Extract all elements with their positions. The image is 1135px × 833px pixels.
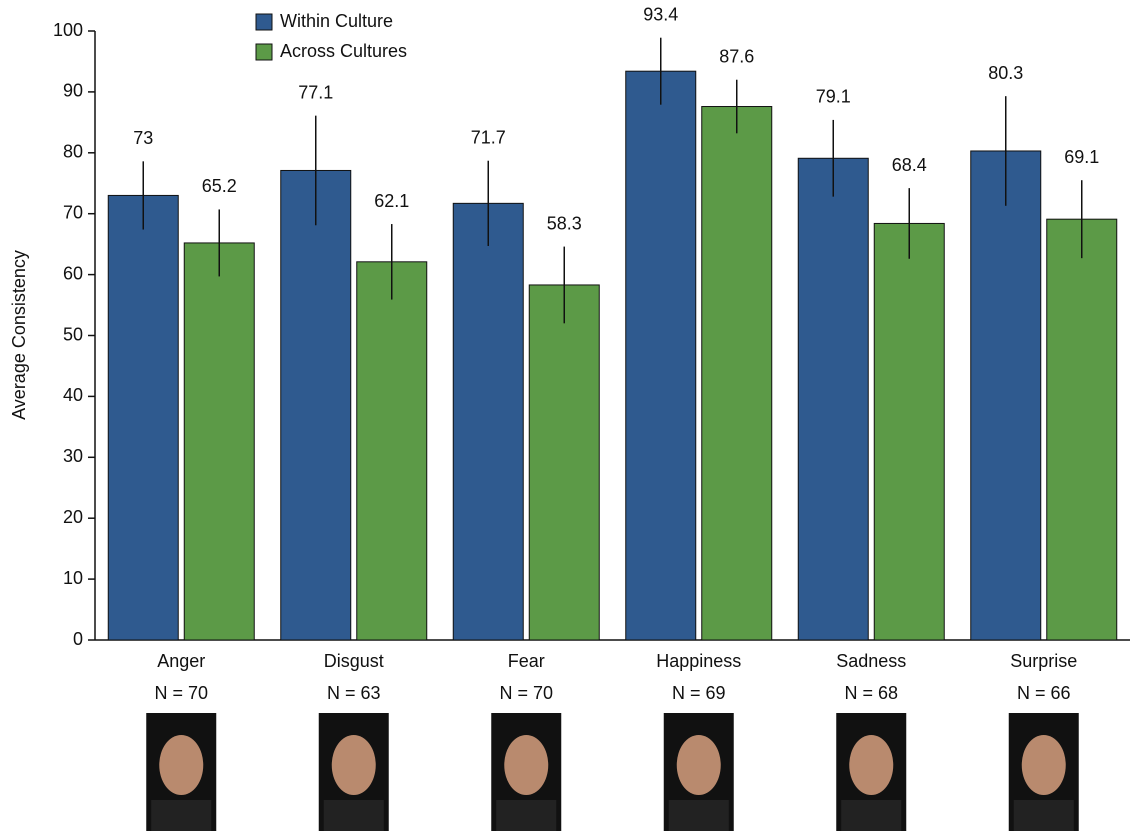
photo-face bbox=[331, 735, 376, 795]
face-photo bbox=[836, 713, 907, 831]
face-photo bbox=[146, 713, 217, 831]
y-tick-label: 40 bbox=[63, 385, 83, 405]
legend-label: Within Culture bbox=[280, 11, 393, 31]
face-photo bbox=[491, 713, 562, 831]
y-tick-label: 60 bbox=[63, 263, 83, 283]
bar bbox=[701, 106, 773, 641]
legend-swatch bbox=[255, 13, 273, 31]
photo-body bbox=[668, 800, 729, 831]
photo-body bbox=[151, 800, 212, 831]
value-label: 65.2 bbox=[202, 176, 237, 196]
value-label: 69.1 bbox=[1064, 147, 1099, 167]
sample-size-label: N = 70 bbox=[499, 683, 553, 703]
sample-size-label: N = 69 bbox=[672, 683, 726, 703]
bar bbox=[356, 261, 428, 641]
bar bbox=[625, 70, 697, 641]
bar bbox=[528, 284, 600, 641]
x-tick-label: Sadness bbox=[836, 651, 906, 671]
bar bbox=[1046, 218, 1118, 641]
value-label: 68.4 bbox=[892, 155, 927, 175]
photo-body bbox=[323, 800, 384, 831]
bar bbox=[797, 157, 869, 641]
photo-face bbox=[849, 735, 894, 795]
face-photo bbox=[663, 713, 734, 831]
y-tick-label: 70 bbox=[63, 202, 83, 222]
x-tick-label: Anger bbox=[157, 651, 205, 671]
y-tick-label: 80 bbox=[63, 142, 83, 162]
value-label: 77.1 bbox=[298, 82, 333, 102]
face-photo bbox=[1008, 713, 1079, 831]
face-photo bbox=[318, 713, 389, 831]
value-label: 80.3 bbox=[988, 63, 1023, 83]
y-axis-label: Average Consistency bbox=[9, 250, 29, 420]
value-label: 58.3 bbox=[547, 213, 582, 233]
bar bbox=[280, 169, 352, 641]
legend-swatch bbox=[255, 43, 273, 61]
sample-size-label: N = 63 bbox=[327, 683, 381, 703]
bar bbox=[107, 194, 179, 641]
sample-size-label: N = 68 bbox=[844, 683, 898, 703]
y-tick-label: 20 bbox=[63, 507, 83, 527]
bar bbox=[183, 242, 255, 641]
y-tick-label: 0 bbox=[73, 629, 83, 649]
x-tick-label: Disgust bbox=[324, 651, 384, 671]
y-tick-label: 30 bbox=[63, 446, 83, 466]
value-label: 71.7 bbox=[471, 127, 506, 147]
sample-size-label: N = 66 bbox=[1017, 683, 1071, 703]
value-label: 93.4 bbox=[643, 4, 678, 24]
legend-label: Across Cultures bbox=[280, 41, 407, 61]
y-tick-label: 10 bbox=[63, 568, 83, 588]
y-tick-label: 90 bbox=[63, 81, 83, 101]
x-tick-label: Happiness bbox=[656, 651, 741, 671]
photo-face bbox=[1021, 735, 1066, 795]
photo-body bbox=[496, 800, 557, 831]
photo-body bbox=[1013, 800, 1074, 831]
y-tick-label: 50 bbox=[63, 324, 83, 344]
bar bbox=[873, 222, 945, 641]
value-label: 87.6 bbox=[719, 46, 754, 66]
y-tick-label: 100 bbox=[53, 20, 83, 40]
x-tick-label: Fear bbox=[508, 651, 545, 671]
photo-face bbox=[504, 735, 549, 795]
bar bbox=[970, 150, 1042, 641]
value-label: 73 bbox=[133, 128, 153, 148]
value-label: 79.1 bbox=[816, 87, 851, 107]
value-label: 62.1 bbox=[374, 191, 409, 211]
photo-body bbox=[841, 800, 902, 831]
x-tick-label: Surprise bbox=[1010, 651, 1077, 671]
bar bbox=[452, 202, 524, 641]
sample-size-label: N = 70 bbox=[154, 683, 208, 703]
photo-face bbox=[676, 735, 721, 795]
photo-face bbox=[159, 735, 204, 795]
